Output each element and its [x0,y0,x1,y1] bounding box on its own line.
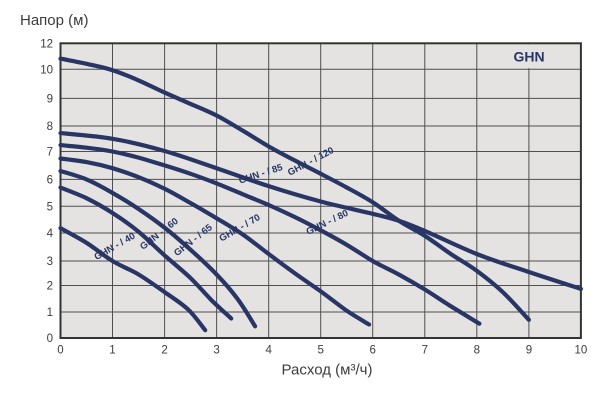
svg-text:12: 12 [40,39,53,51]
svg-text:9: 9 [526,345,532,357]
svg-text:8: 8 [474,345,480,357]
svg-text:1: 1 [109,345,115,357]
svg-text:6: 6 [47,175,53,187]
svg-text:10: 10 [40,65,53,77]
svg-text:Расход (м³/ч): Расход (м³/ч) [282,362,373,379]
svg-text:4: 4 [47,228,54,240]
svg-text:3: 3 [47,256,53,268]
svg-text:6: 6 [369,345,375,357]
svg-text:2: 2 [161,345,167,357]
svg-text:0: 0 [57,345,63,357]
svg-text:7: 7 [422,345,428,357]
svg-text:7: 7 [47,147,53,159]
svg-text:Напор (м): Напор (м) [20,12,88,29]
svg-text:5: 5 [317,345,323,357]
svg-text:1: 1 [47,307,53,319]
svg-text:2: 2 [47,281,53,293]
svg-text:0: 0 [47,333,53,345]
svg-text:3: 3 [213,345,219,357]
svg-text:9: 9 [47,94,53,106]
svg-text:10: 10 [575,345,588,357]
svg-text:GHN: GHN [513,49,544,65]
svg-text:8: 8 [47,121,53,133]
svg-text:5: 5 [47,202,53,214]
svg-text:4: 4 [265,345,272,357]
